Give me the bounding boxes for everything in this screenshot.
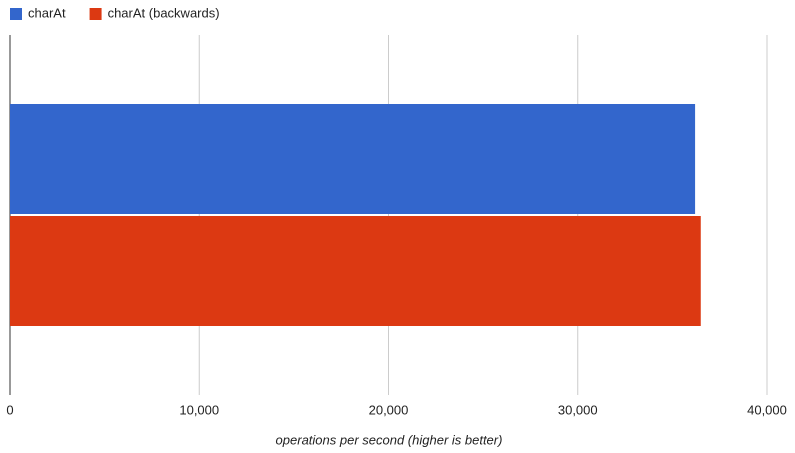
legend-label: charAt (backwards) [108, 5, 220, 20]
bar [10, 104, 696, 214]
legend-swatch [10, 8, 22, 20]
x-tick-label: 0 [6, 402, 13, 417]
x-tick-label: 20,000 [369, 402, 409, 417]
legend-swatch [89, 8, 102, 20]
x-tick-label: 40,000 [747, 402, 787, 417]
x-tick-label: 10,000 [179, 402, 219, 417]
bar [10, 216, 701, 326]
x-tick-label: 30,000 [558, 402, 598, 417]
legend-label: charAt [28, 5, 66, 20]
x-axis-label: operations per second (higher is better) [276, 432, 503, 447]
